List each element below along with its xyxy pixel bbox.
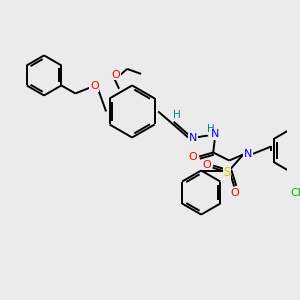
Text: O: O: [203, 160, 212, 170]
Text: H: H: [173, 110, 181, 121]
Text: S: S: [224, 166, 231, 179]
Text: O: O: [112, 70, 121, 80]
Text: O: O: [189, 152, 198, 161]
Text: O: O: [231, 188, 240, 197]
Text: Cl: Cl: [291, 188, 300, 197]
Text: N: N: [244, 148, 252, 158]
Text: H: H: [207, 124, 215, 134]
Text: O: O: [90, 81, 99, 92]
Text: N: N: [189, 134, 197, 143]
Text: N: N: [211, 130, 219, 140]
